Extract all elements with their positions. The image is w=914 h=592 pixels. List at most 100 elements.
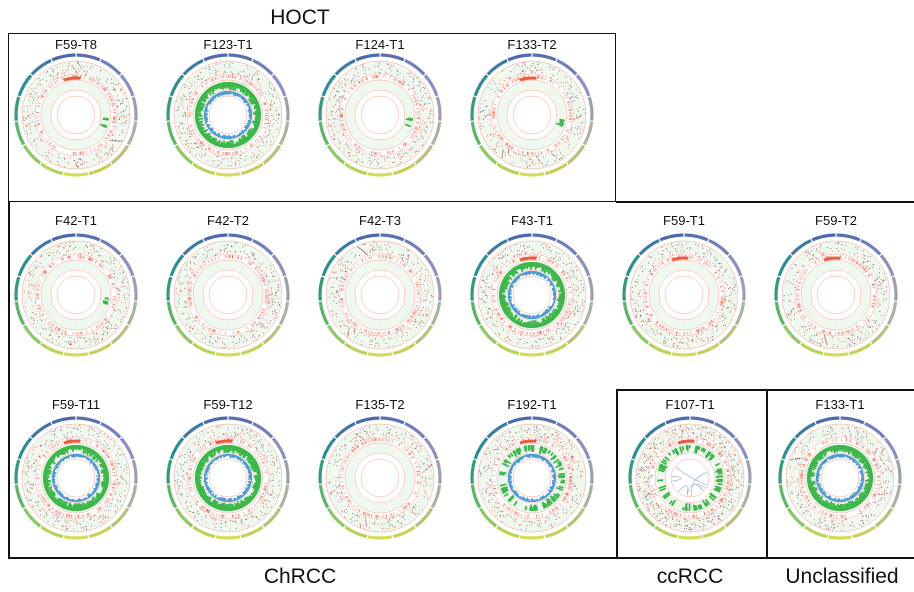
ideogram-segment bbox=[781, 437, 797, 460]
ideogram-segment bbox=[30, 238, 52, 256]
ideogram-segment bbox=[169, 74, 185, 97]
ideogram-segment bbox=[334, 238, 356, 256]
ideogram-segment bbox=[544, 342, 568, 356]
ideogram-segment bbox=[334, 421, 356, 439]
ideogram-segment bbox=[507, 233, 532, 242]
ideogram-segment bbox=[334, 58, 356, 76]
ideogram-segment bbox=[430, 121, 442, 146]
ideogram-segment bbox=[708, 238, 730, 256]
ideogram-segment bbox=[51, 233, 76, 242]
ideogram-segment bbox=[895, 459, 902, 484]
ideogram-segment bbox=[76, 233, 101, 242]
ideogram-segment bbox=[631, 437, 647, 460]
ideogram-segment bbox=[582, 484, 594, 509]
ideogram-segment bbox=[131, 459, 138, 484]
ideogram-segment bbox=[478, 324, 498, 345]
ideogram-segment bbox=[215, 352, 241, 357]
ideogram-segment bbox=[582, 301, 594, 326]
ideogram-segment bbox=[848, 342, 872, 356]
ideogram-segment bbox=[423, 437, 439, 460]
ideogram-segment bbox=[827, 535, 853, 540]
ideogram-segment bbox=[100, 421, 122, 439]
ideogram-segment bbox=[625, 254, 641, 277]
ideogram-segment bbox=[774, 276, 781, 301]
ideogram-segment bbox=[519, 535, 545, 540]
ideogram-segment bbox=[622, 301, 634, 326]
ideogram-segment bbox=[733, 437, 749, 460]
circos-plot-f42-t2 bbox=[166, 233, 290, 357]
ideogram-segment bbox=[278, 121, 290, 146]
ideogram-segment bbox=[14, 121, 26, 146]
ideogram-segment bbox=[14, 301, 26, 326]
ideogram-segment bbox=[40, 342, 64, 356]
ideogram-segment bbox=[131, 276, 138, 301]
group-title-ccrcc: ccRCC bbox=[656, 565, 724, 588]
ideogram-segment bbox=[435, 276, 442, 301]
ideogram-segment bbox=[392, 525, 416, 539]
ideogram-segment bbox=[727, 254, 743, 277]
ideogram-segment bbox=[215, 535, 241, 540]
ideogram-segment bbox=[271, 437, 287, 460]
ideogram-segment bbox=[318, 96, 325, 121]
panel-label-f43-t1: F43-T1 bbox=[511, 213, 553, 228]
ideogram-segment bbox=[326, 507, 346, 528]
ideogram-segment bbox=[566, 507, 586, 528]
ideogram-segment bbox=[622, 276, 629, 301]
ideogram-segment bbox=[794, 421, 816, 439]
ideogram-segment bbox=[891, 276, 898, 301]
ideogram-segment bbox=[414, 144, 434, 165]
ideogram-segment bbox=[63, 535, 89, 540]
ideogram-segment bbox=[169, 254, 185, 277]
ideogram-segment bbox=[659, 233, 684, 242]
ideogram-segment bbox=[423, 74, 439, 97]
ideogram-segment bbox=[321, 74, 337, 97]
ideogram-segment bbox=[40, 162, 64, 176]
ideogram-segment bbox=[278, 484, 290, 509]
unclassified-frame-left bbox=[766, 389, 768, 558]
ideogram-segment bbox=[51, 53, 76, 62]
ideogram-segment bbox=[823, 352, 849, 357]
ideogram-segment bbox=[496, 525, 520, 539]
panel-label-f59-t12: F59-T12 bbox=[203, 397, 253, 412]
ideogram-segment bbox=[166, 276, 173, 301]
ideogram-segment bbox=[240, 162, 264, 176]
ideogram-segment bbox=[166, 459, 173, 484]
ideogram-segment bbox=[519, 172, 545, 177]
ideogram-segment bbox=[169, 437, 185, 460]
ideogram-segment bbox=[470, 301, 482, 326]
ideogram-segment bbox=[380, 53, 405, 62]
ideogram-segment bbox=[318, 121, 330, 146]
ideogram-segment bbox=[203, 233, 228, 242]
ideogram-segment bbox=[126, 121, 138, 146]
ideogram-segment bbox=[724, 507, 744, 528]
ideogram-segment bbox=[367, 352, 393, 357]
ideogram-segment bbox=[17, 74, 33, 97]
ideogram-segment bbox=[174, 144, 194, 165]
circos-plot-f124-t1 bbox=[318, 53, 442, 177]
ideogram-segment bbox=[486, 238, 508, 256]
ideogram-segment bbox=[786, 507, 806, 528]
ideogram-segment bbox=[587, 96, 594, 121]
ideogram-segment bbox=[228, 416, 253, 425]
ideogram-segment bbox=[790, 238, 812, 256]
ideogram-segment bbox=[404, 238, 426, 256]
panel-label-f59-t2: F59-T2 bbox=[815, 213, 857, 228]
ideogram-segment bbox=[318, 301, 330, 326]
circos-plot-f59-t8 bbox=[14, 53, 138, 177]
ideogram-segment bbox=[326, 144, 346, 165]
ideogram-segment bbox=[782, 324, 802, 345]
ideogram-segment bbox=[166, 484, 178, 509]
ideogram-segment bbox=[76, 416, 101, 425]
ideogram-segment bbox=[262, 507, 282, 528]
ideogram-segment bbox=[740, 484, 752, 509]
ideogram-segment bbox=[478, 144, 498, 165]
ideogram-segment bbox=[470, 484, 482, 509]
ideogram-segment bbox=[430, 301, 442, 326]
ideogram-segment bbox=[860, 238, 882, 256]
ideogram-segment bbox=[671, 352, 697, 357]
ideogram-segment bbox=[628, 459, 635, 484]
ideogram-segment bbox=[486, 58, 508, 76]
ideogram-segment bbox=[182, 238, 204, 256]
ideogram-segment bbox=[271, 74, 287, 97]
ideogram-segment bbox=[870, 324, 890, 345]
